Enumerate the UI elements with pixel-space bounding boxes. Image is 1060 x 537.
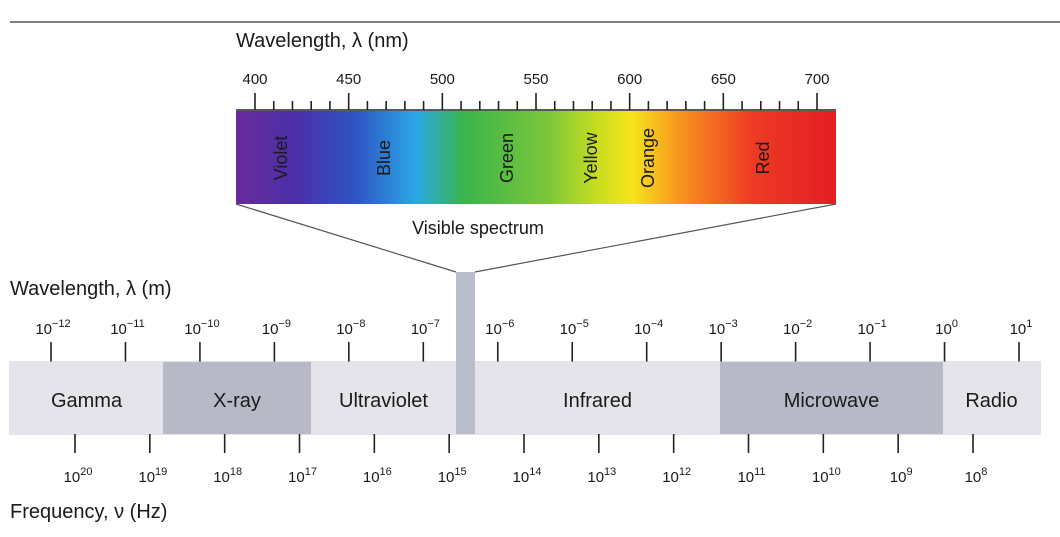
frequency-tick-label: 1017	[288, 466, 317, 486]
frequency-tick-label: 1010	[812, 466, 841, 486]
band-label: Radio	[965, 390, 1017, 412]
visible-tick-label: 500	[430, 71, 455, 88]
wavelength-tick-label: 10−7	[411, 318, 440, 338]
visible-tick-label: 650	[711, 71, 736, 88]
visible-color-label: Green	[497, 133, 517, 183]
frequency-axis-title: Frequency, ν (Hz)	[10, 501, 167, 523]
visible-tick-label: 450	[336, 71, 361, 88]
frequency-tick-label: 1016	[363, 466, 392, 486]
visible-axis-ticks: 400 450 500 550 600 650 700	[242, 71, 830, 110]
visible-color-label: Blue	[374, 140, 394, 176]
band-label: Gamma	[51, 390, 123, 412]
frequency-tick-label: 1018	[213, 466, 242, 486]
visible-axis-title: Wavelength, λ (nm)	[236, 30, 409, 52]
wavelength-tick-label: 10−2	[783, 318, 812, 338]
band-label: Ultraviolet	[339, 390, 428, 412]
wavelength-tick-label: 10−4	[634, 318, 663, 338]
frequency-tick-label: 1011	[737, 466, 765, 486]
frequency-tick-label: 1020	[64, 466, 93, 486]
wavelength-tick-label: 10−11	[110, 318, 145, 338]
visible-region-marker	[456, 272, 475, 434]
visible-color-label: Orange	[638, 128, 658, 188]
band-segment	[163, 362, 311, 434]
frequency-tick-label: 109	[890, 466, 913, 486]
frequency-tick-label: 108	[965, 466, 988, 486]
visible-tick-label: 400	[242, 71, 267, 88]
band-segment	[10, 362, 163, 434]
band-label: Infrared	[563, 390, 632, 412]
wavelength-tick-label: 10−1	[857, 318, 886, 338]
visible-color-label: Violet	[271, 136, 291, 181]
wavelength-tick-label: 10−10	[184, 318, 219, 338]
frequency-tick-label: 1012	[662, 466, 691, 486]
band-segment	[943, 362, 1040, 434]
visible-tick-label: 550	[523, 71, 548, 88]
band-label: Microwave	[784, 390, 880, 412]
frequency-tick-label: 1013	[587, 466, 616, 486]
wavelength-tick-label: 10−5	[560, 318, 589, 338]
funnel-line-left	[235, 203, 457, 273]
wavelength-axis-ticks: 10−12 10−11 10−10 10−9 10−8 10−7 10−6 10−5 10−4 1…	[35, 318, 1032, 362]
wavelength-tick-label: 100	[935, 318, 958, 338]
funnel-line-right	[474, 203, 837, 273]
frequency-tick-label: 1019	[138, 466, 167, 486]
visible-color-labels: Violet Blue Green Yellow Orange Red	[271, 128, 773, 188]
wavelength-tick-label: 10−9	[262, 318, 291, 338]
wavelength-tick-label: 101	[1010, 318, 1033, 338]
band-segment	[720, 362, 943, 434]
wavelength-tick-label: 10−3	[709, 318, 738, 338]
frequency-tick-label: 1014	[513, 466, 542, 486]
visible-spectrum-label: Visible spectrum	[412, 218, 544, 238]
wavelength-tick-label: 10−6	[485, 318, 514, 338]
visible-color-label: Red	[753, 141, 773, 174]
band-segment	[311, 362, 456, 434]
band-label: X-ray	[213, 390, 261, 412]
wavelength-axis-title: Wavelength, λ (m)	[10, 278, 172, 300]
visible-color-label: Yellow	[581, 131, 601, 183]
visible-tick-label: 700	[804, 71, 829, 88]
frequency-tick-label: 1015	[438, 466, 467, 486]
visible-spectrum-bar	[236, 111, 836, 204]
spectrum-bands: Gamma X-ray Ultraviolet Infrared Microwave Ra…	[9, 361, 1041, 435]
visible-tick-label: 600	[617, 71, 642, 88]
frequency-axis-ticks: 1020 1019 1018 1017 1016 1015 1014 1013 1012 1011…	[64, 434, 988, 486]
wavelength-tick-label: 10−12	[35, 318, 70, 338]
wavelength-tick-label: 10−8	[336, 318, 365, 338]
visible-axis-minor-ticks	[272, 101, 800, 110]
band-segment	[475, 362, 720, 434]
